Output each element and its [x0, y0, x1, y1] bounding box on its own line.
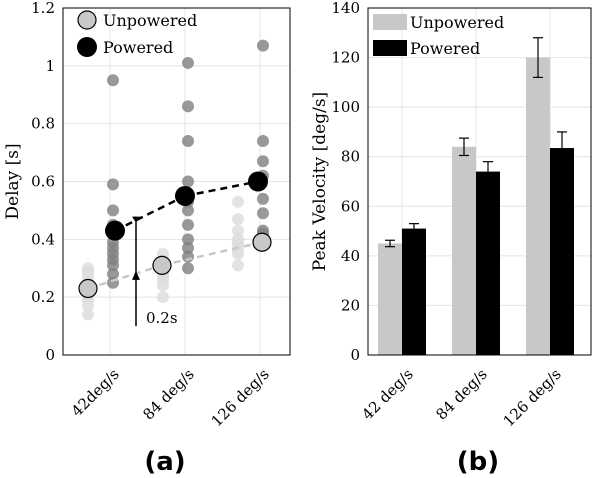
powered-bar [476, 171, 500, 355]
powered-point [107, 74, 119, 87]
legend-label-unpowered: Unpowered [410, 13, 504, 32]
mean-markers-a [78, 171, 272, 299]
unpowered-point [232, 195, 244, 208]
y-tick-label-a: 0.8 [31, 115, 55, 133]
unpowered-bar [526, 57, 550, 355]
y-tick-label-b: 120 [331, 49, 360, 67]
powered-bar [402, 228, 426, 355]
axes-frame-a [62, 7, 291, 356]
unpowered-point [232, 247, 244, 260]
unpowered-point [157, 279, 169, 292]
x-tick-label-a: 84 deg/s [139, 365, 197, 423]
powered-point [257, 135, 269, 148]
legend-b: Unpowered Powered [373, 13, 504, 58]
powered-bar [550, 148, 574, 355]
x-tick-label-b: 42 deg/s [358, 365, 416, 423]
powered-point [182, 175, 194, 188]
powered-point [107, 259, 119, 272]
powered-point [182, 218, 194, 231]
y-tick-label-a: 1.2 [31, 0, 55, 17]
panel-label-a: (a) [144, 447, 185, 477]
legend-marker-powered [77, 37, 97, 57]
powered-trend-line [184, 180, 259, 198]
powered-point [182, 135, 194, 148]
legend-marker-unpowered [77, 10, 97, 30]
y-tick-labels-b: 0 20 40 60 80 100 120 140 [331, 0, 360, 364]
error-bars-b [385, 37, 567, 248]
powered-mean-marker [248, 171, 268, 192]
powered-point [182, 100, 194, 113]
powered-point [257, 207, 269, 220]
axes-frame-b [367, 7, 592, 356]
y-tick-label-a: 0 [45, 346, 55, 364]
y-tick-label-b: 20 [341, 296, 360, 314]
powered-trend-line [114, 194, 186, 232]
annotation-arrowhead-down [132, 216, 140, 223]
y-axis-label-a: Delay [s] [3, 143, 23, 219]
x-tick-label-b: 126 deg/s [500, 365, 565, 430]
powered-point [107, 204, 119, 217]
individual-points-a [82, 39, 269, 321]
powered-point [182, 262, 194, 275]
legend-label-powered: Powered [410, 39, 480, 58]
unpowered-point [232, 224, 244, 237]
y-tick-label-b: 0 [350, 346, 360, 364]
y-tick-label-a: 1 [45, 57, 55, 75]
unpowered-trend-line [87, 264, 163, 290]
powered-mean-marker [105, 220, 125, 241]
powered-point [182, 56, 194, 69]
x-tick-label-a: 126 deg/s [208, 365, 273, 430]
powered-point [182, 204, 194, 217]
unpowered-mean-marker [78, 278, 98, 299]
y-tick-label-b: 100 [331, 98, 360, 116]
unpowered-point [82, 299, 94, 312]
powered-point [107, 268, 119, 281]
unpowered-point [82, 308, 94, 321]
y-tick-label-b: 60 [341, 197, 360, 215]
unpowered-point [232, 259, 244, 272]
powered-point [182, 242, 194, 255]
panel-label-b: (b) [457, 447, 499, 477]
powered-point [182, 250, 194, 263]
bars-b [378, 57, 574, 355]
unpowered-mean-marker [252, 232, 272, 252]
powered-point [257, 39, 269, 52]
y-tick-label-b: 140 [331, 0, 360, 17]
trend-lines-a [87, 180, 263, 290]
powered-point [182, 233, 194, 246]
y-tick-labels-a: 0 0.2 0.4 0.6 0.8 1 1.2 [31, 0, 55, 364]
peak-velocity-bar-chart: 0 20 40 60 80 100 120 140 42 deg/s 84 deg/s 126 d… [310, 0, 592, 477]
y-axis-label-b: Peak Velocity [deg/s] [310, 92, 330, 271]
annotation-arrowhead-up [132, 271, 140, 280]
x-tick-label-a: 42deg/s [68, 365, 123, 420]
legend-swatch-unpowered [373, 14, 407, 30]
y-tick-label-a: 0.4 [31, 230, 55, 248]
unpowered-bar [378, 243, 402, 355]
delay-scatter-chart: 0.2s 0 0.2 0.4 0.6 0.8 1 1.2 42deg/s 84 deg/s 12… [3, 0, 291, 477]
legend-label-unpowered: Unpowered [103, 11, 197, 30]
y-tick-label-a: 0.2 [31, 288, 55, 306]
y-tick-label-b: 80 [341, 148, 360, 166]
x-tick-label-b: 84 deg/s [432, 365, 490, 423]
powered-point [257, 155, 269, 168]
delay-annotation: 0.2s [132, 216, 178, 327]
unpowered-trend-line [161, 241, 263, 267]
y-tick-label-a: 0.6 [31, 173, 55, 191]
unpowered-bar [452, 146, 476, 355]
legend-a: Unpowered Powered [77, 10, 197, 57]
unpowered-mean-marker [152, 255, 172, 275]
unpowered-point [232, 213, 244, 226]
powered-point [257, 192, 269, 205]
powered-mean-marker [175, 185, 195, 206]
x-tick-labels-a: 42deg/s 84 deg/s 126 deg/s [68, 365, 273, 430]
powered-point [107, 178, 119, 191]
legend-label-powered: Powered [103, 38, 173, 57]
y-tick-label-b: 40 [341, 247, 360, 265]
annotation-label: 0.2s [146, 309, 178, 327]
legend-swatch-powered [373, 40, 407, 56]
unpowered-point [157, 291, 169, 304]
x-tick-labels-b: 42 deg/s 84 deg/s 126 deg/s [358, 365, 564, 430]
